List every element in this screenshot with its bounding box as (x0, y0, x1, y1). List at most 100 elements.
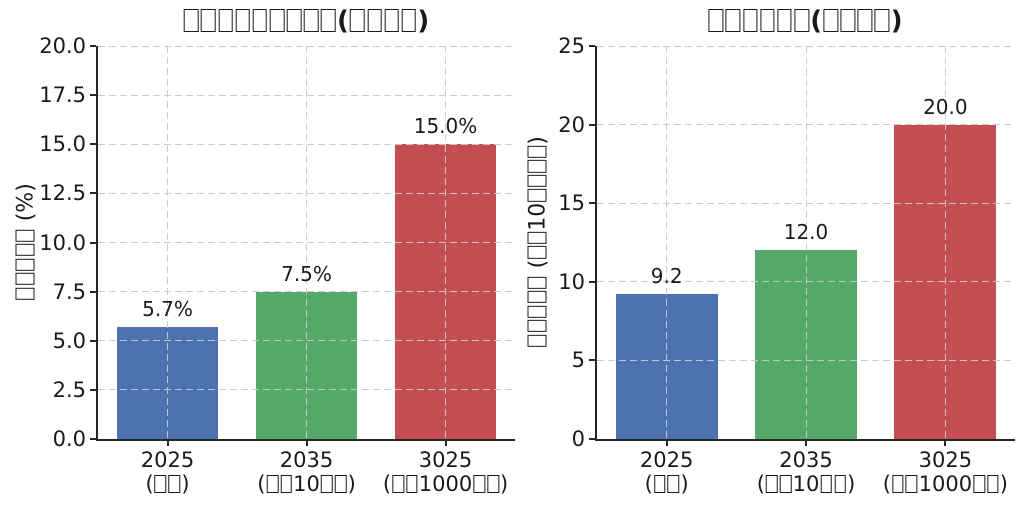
missing-glyph-box (286, 8, 302, 32)
missing-glyph-box (235, 8, 250, 32)
y-tick-label: 15.0 (39, 132, 86, 157)
missing-glyph-box (527, 231, 547, 245)
missing-glyph-box (15, 287, 35, 300)
y-tick-label: 10.0 (39, 230, 86, 255)
missing-glyph-box (15, 258, 35, 271)
missing-glyph-box (201, 8, 216, 32)
missing-glyph-box (891, 474, 904, 494)
missing-glyph-box (760, 8, 775, 32)
missing-glyph-box (473, 474, 486, 494)
missing-glyph-box (653, 474, 666, 494)
y-tick-label: 12.5 (39, 181, 86, 206)
missing-glyph-box (874, 8, 890, 32)
missing-glyph-box (401, 8, 417, 32)
y-tick (90, 45, 96, 47)
x-tick-label: 2025() (141, 448, 195, 496)
missing-glyph-box (779, 474, 792, 494)
missing-glyph-box (527, 246, 547, 259)
y-axis-label: (10) (526, 136, 551, 348)
plot-area: 5.7% 7.5% 15.0% (96, 45, 515, 441)
x-tick (444, 441, 447, 446)
missing-glyph-box (765, 474, 778, 494)
missing-glyph-box (527, 305, 547, 318)
y-tick-label: 0 (571, 427, 585, 451)
x-tick-label: 3025(1000) (883, 448, 1008, 496)
missing-glyph-box (303, 8, 319, 32)
missing-glyph-box (320, 474, 333, 494)
y-tick-label: 2.5 (52, 377, 86, 402)
y-tick (90, 143, 96, 146)
missing-glyph-box (708, 8, 724, 32)
bar-value-label: 15.0% (413, 114, 478, 139)
gridline-v (944, 46, 946, 439)
missing-glyph-box (667, 474, 680, 494)
missing-glyph-box (350, 8, 365, 32)
x-tick-label-line: () (145, 472, 190, 497)
y-tick (90, 192, 96, 195)
x-tick-label-line: (10) (257, 472, 356, 497)
missing-glyph-box (15, 243, 35, 257)
y-tick (589, 123, 595, 126)
missing-glyph-box (823, 8, 838, 32)
y-tick (90, 388, 96, 391)
x-tick-label: 3025(1000) (383, 448, 508, 496)
y-tick-label: 15 (558, 191, 585, 216)
missing-glyph-box (527, 160, 547, 173)
missing-glyph-box (392, 474, 404, 494)
missing-glyph-box (487, 474, 499, 494)
y-tick (90, 94, 96, 97)
missing-glyph-box (834, 474, 847, 494)
y-tick (589, 45, 595, 47)
y-tick (90, 290, 96, 293)
x-tick (665, 441, 668, 446)
x-tick-label-line: 2025 (140, 448, 195, 472)
missing-glyph-box (280, 474, 293, 494)
missing-glyph-box (266, 474, 279, 494)
missing-glyph-box (183, 8, 199, 32)
gridline-v (167, 46, 168, 439)
gridline-v (666, 46, 668, 439)
missing-glyph-box (334, 474, 347, 494)
x-tick-label-line: 2035 (779, 448, 833, 472)
missing-glyph-box (527, 276, 547, 289)
missing-glyph-box (742, 8, 758, 32)
y-tick (589, 359, 595, 362)
y-tick-label: 25 (558, 34, 585, 58)
missing-glyph-box (527, 145, 547, 159)
y-axis-label: (%) (14, 183, 39, 301)
missing-glyph-box (321, 8, 336, 32)
x-tick (944, 441, 947, 446)
missing-glyph-box (527, 174, 547, 188)
missing-glyph-box (973, 474, 985, 494)
chart-panel-right: () (10) 9.2 12.0 20.0 0 5 10 15 20 25 2025() 2035… (512, 0, 1024, 506)
missing-glyph-box (986, 474, 999, 494)
x-tick-label-line: 2025 (639, 448, 694, 472)
y-tick-label: 5.0 (52, 328, 86, 353)
bar-value-label: 5.7% (142, 296, 193, 321)
y-tick-label: 17.5 (39, 83, 86, 108)
gridline-v (805, 46, 807, 439)
missing-glyph-box (527, 189, 547, 202)
missing-glyph-box (405, 474, 418, 494)
y-tick (589, 438, 595, 440)
missing-glyph-box (15, 229, 35, 242)
x-tick-label-line: (1000) (382, 472, 509, 497)
y-tick-label: 5 (571, 348, 585, 373)
chart-title: () (707, 6, 903, 36)
y-tick-label: 0.0 (52, 427, 86, 451)
missing-glyph-box (527, 319, 547, 333)
missing-glyph-box (905, 474, 918, 494)
x-tick-label-line: 3025 (918, 448, 973, 472)
chart-title: () (183, 6, 429, 36)
x-tick-label: 2035(10) (257, 448, 356, 496)
y-tick (90, 438, 96, 440)
x-tick (305, 441, 308, 446)
missing-glyph-box (154, 474, 167, 494)
x-tick-label-line: 3025 (418, 448, 473, 472)
y-tick-label: 7.5 (52, 279, 86, 304)
x-tick-label-line: (1000) (882, 472, 1008, 497)
x-tick-label-line: (10) (756, 472, 856, 497)
missing-glyph-box (168, 474, 181, 494)
missing-glyph-box (218, 8, 233, 32)
